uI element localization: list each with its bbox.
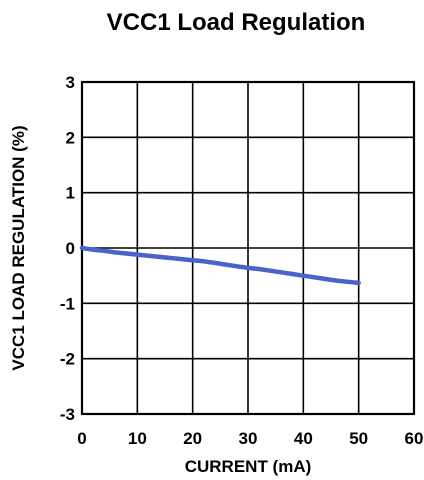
y-tick-label-3: 0: [66, 239, 75, 258]
x-tick-label-3: 30: [239, 429, 258, 448]
grid: [82, 82, 414, 414]
y-tick-label-1: 2: [66, 128, 75, 147]
x-tick-label-4: 40: [294, 429, 313, 448]
x-tick-label-6: 60: [405, 429, 424, 448]
y-tick-labels: 3 2 1 0 -1 -2 -3: [60, 73, 75, 424]
y-tick-label-5: -2: [60, 350, 75, 369]
x-tick-label-2: 20: [183, 429, 202, 448]
x-tick-label-1: 10: [128, 429, 147, 448]
y-tick-label-0: 3: [66, 73, 75, 92]
series-layer: [79, 245, 361, 286]
y-axis-label: VCC1 LOAD REGULATION (%): [9, 125, 28, 370]
x-tick-label-0: 0: [77, 429, 86, 448]
y-tick-label-4: -1: [60, 294, 75, 313]
x-axis-label: CURRENT (mA): [185, 457, 312, 476]
y-tick-label-2: 1: [66, 184, 75, 203]
x-tick-labels: 0 10 20 30 40 50 60: [77, 429, 423, 448]
series-line-0: [79, 245, 361, 286]
chart-title: VCC1 Load Regulation: [107, 9, 366, 36]
y-tick-label-6: -3: [60, 405, 75, 424]
x-tick-label-5: 50: [349, 429, 368, 448]
